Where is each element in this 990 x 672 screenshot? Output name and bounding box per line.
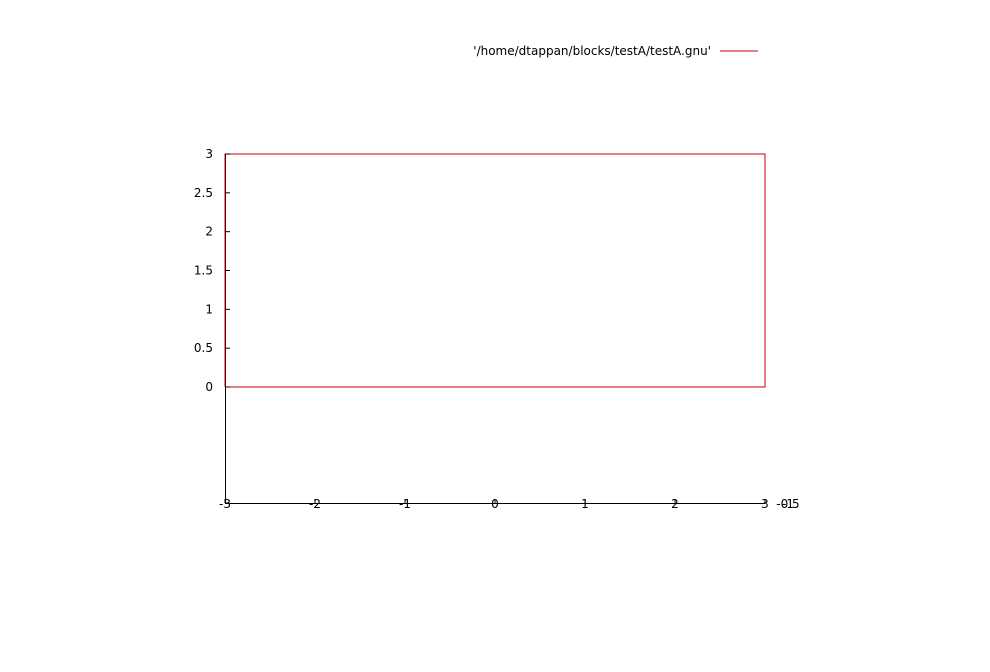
overlapping-tick-label: -1 <box>782 497 794 511</box>
y-tick-label: 2.5 <box>194 186 213 200</box>
x-tick-label: -3 <box>219 497 231 511</box>
y-tick-label: 3 <box>205 147 213 161</box>
y-tick-label: 0 <box>205 380 213 394</box>
x-tick-label: 1 <box>581 497 589 511</box>
x-tick-label: -1 <box>399 497 411 511</box>
y-tick-label: 0.5 <box>194 341 213 355</box>
x-tick-label: -2 <box>309 497 321 511</box>
x-tick-label: 3 <box>761 497 769 511</box>
y-tick-label: 1.5 <box>194 264 213 278</box>
series-line-0 <box>224 153 766 388</box>
legend-label: '/home/dtappan/blocks/testA/testA.gnu' <box>473 44 711 58</box>
x-tick-label: 2 <box>671 497 679 511</box>
x-tick-label: 0 <box>491 497 499 511</box>
y-tick-label: 1 <box>205 302 213 316</box>
overlapping-tick-label: -0.5 <box>776 497 799 511</box>
y-tick-label: 2 <box>205 225 213 239</box>
